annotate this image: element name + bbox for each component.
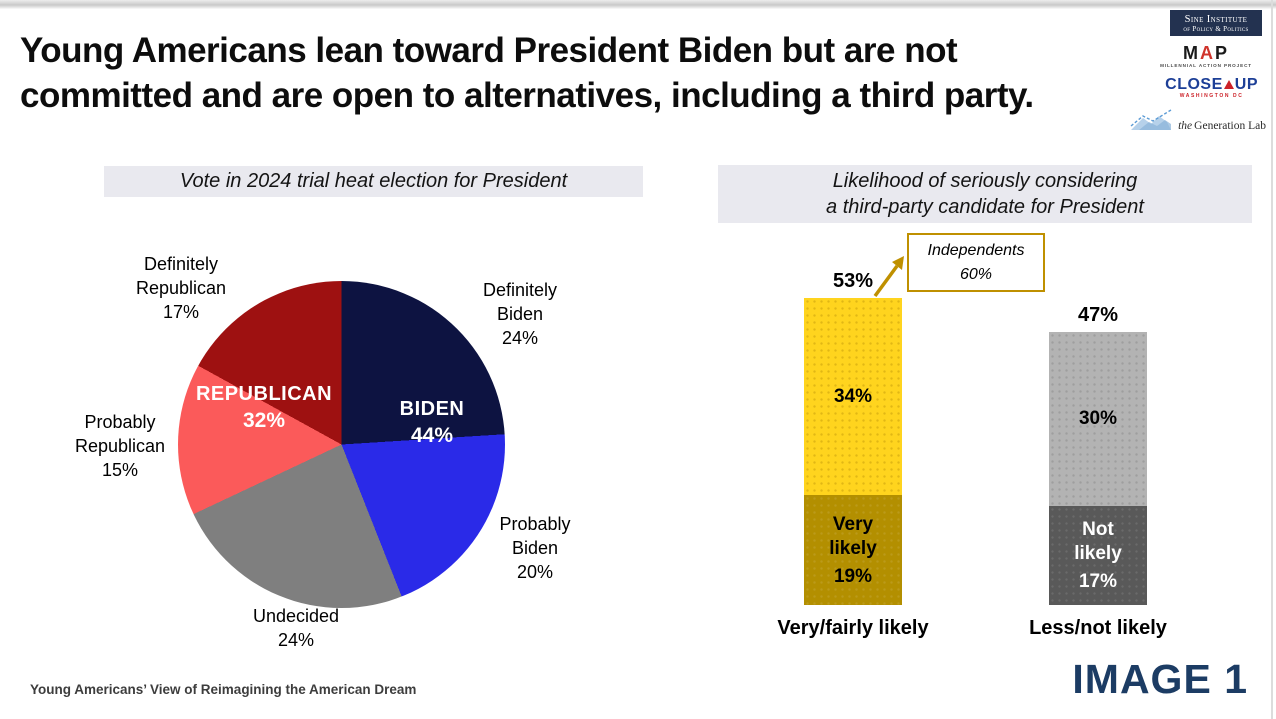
bar-less-not-likely: 47% 30% Not likely 17%: [1049, 304, 1147, 605]
category-label-very-fairly-likely: Very/fairly likely: [777, 617, 929, 639]
bar-segment-not-likely: Not likely 17%: [1049, 506, 1147, 605]
bar-total-label: 53%: [832, 270, 874, 292]
category-label-less-not-likely: Less/not likely: [1029, 617, 1167, 639]
independents-callout-value: 60%: [959, 266, 993, 283]
genlab-name: Generation Lab: [1194, 120, 1266, 132]
bar-segment-fairly-likely: 34%: [804, 298, 902, 495]
genlab-the: the: [1178, 120, 1193, 132]
map-letter-m: M: [1183, 43, 1201, 63]
biden-group-name: BIDEN: [399, 398, 465, 420]
pie-label-undecided: Undecided 24%: [252, 606, 340, 650]
image-number-tag: IMAGE 1: [1072, 656, 1248, 702]
map-red-a-icon: A: [1200, 43, 1216, 63]
pie-label-definitely-republican: Definitely Republican 17%: [135, 254, 227, 322]
map-wordmark: MAP: [1160, 43, 1252, 63]
pie-chart-title: Vote in 2024 trial heat election for Pre…: [104, 166, 643, 197]
map-letter-p: P: [1215, 43, 1230, 63]
sine-institute-name: Sine Institute: [1184, 14, 1248, 25]
page-right-edge: [1271, 0, 1273, 719]
bar-very-fairly-likely: 53% 34% Very likely 19%: [804, 270, 902, 605]
closeup-word-close: CLOSE: [1165, 76, 1223, 93]
close-up-subtitle: WASHINGTON DC: [1179, 93, 1244, 99]
bar-segment-less-likely: 30%: [1049, 332, 1147, 506]
pie-label-definitely-biden: Definitely Biden 24%: [482, 280, 558, 348]
bar-segment-very-likely: Very likely 19%: [804, 495, 902, 605]
slide-title: Young Americans lean toward President Bi…: [20, 31, 1034, 115]
slide-footer: Young Americans’ View of Reimagining the…: [30, 682, 417, 697]
biden-group-value: 44%: [410, 424, 454, 447]
sine-institute-logo: Sine Institute of Policy & Politics: [1170, 10, 1262, 36]
logo-block: Sine Institute of Policy & Politics MAP …: [1130, 10, 1266, 132]
pie: [178, 281, 505, 608]
closeup-word-up: UP: [1234, 76, 1258, 93]
segment-value: 30%: [1078, 408, 1118, 429]
millennial-action-project-logo: MAP MILLENNIAL ACTION PROJECT: [1160, 43, 1252, 68]
pie-inner-label-biden: BIDEN 44%: [332, 396, 532, 449]
mountain-chart-icon: [1130, 109, 1172, 130]
generation-lab-wordmark: the Generation Lab: [1178, 120, 1266, 132]
map-subtitle: MILLENNIAL ACTION PROJECT: [1160, 63, 1252, 68]
independents-callout: Independents 60%: [907, 233, 1045, 292]
segment-value: 34%: [833, 385, 873, 407]
close-up-logo: CLOSE UP WASHINGTON DC: [1165, 76, 1258, 100]
bar-total-label: 47%: [1077, 304, 1119, 326]
segment-value: 19%: [833, 565, 873, 587]
republican-group-name: REPUBLICAN: [195, 383, 333, 405]
segment-label: Not likely: [1074, 519, 1122, 564]
pie-inner-label-republican: REPUBLICAN 32%: [164, 381, 364, 434]
independents-callout-label: Independents: [927, 242, 1025, 259]
pie-label-probably-biden: Probably Biden 20%: [499, 514, 571, 582]
republican-group-value: 32%: [242, 409, 286, 432]
window-top-edge: [0, 0, 1276, 9]
closeup-triangle-icon: [1223, 80, 1234, 89]
bar-chart-title: Likelihood of seriously considering a th…: [718, 165, 1252, 223]
segment-value: 17%: [1078, 571, 1118, 592]
generation-lab-logo: the Generation Lab: [1129, 108, 1266, 132]
close-up-wordmark: CLOSE UP: [1165, 76, 1258, 93]
pie-label-probably-republican: Probably Republican 15%: [74, 412, 166, 480]
segment-label: Very likely: [829, 513, 877, 559]
sine-institute-subtitle: of Policy & Politics: [1183, 25, 1249, 33]
callout-arrow-icon: [873, 256, 904, 298]
